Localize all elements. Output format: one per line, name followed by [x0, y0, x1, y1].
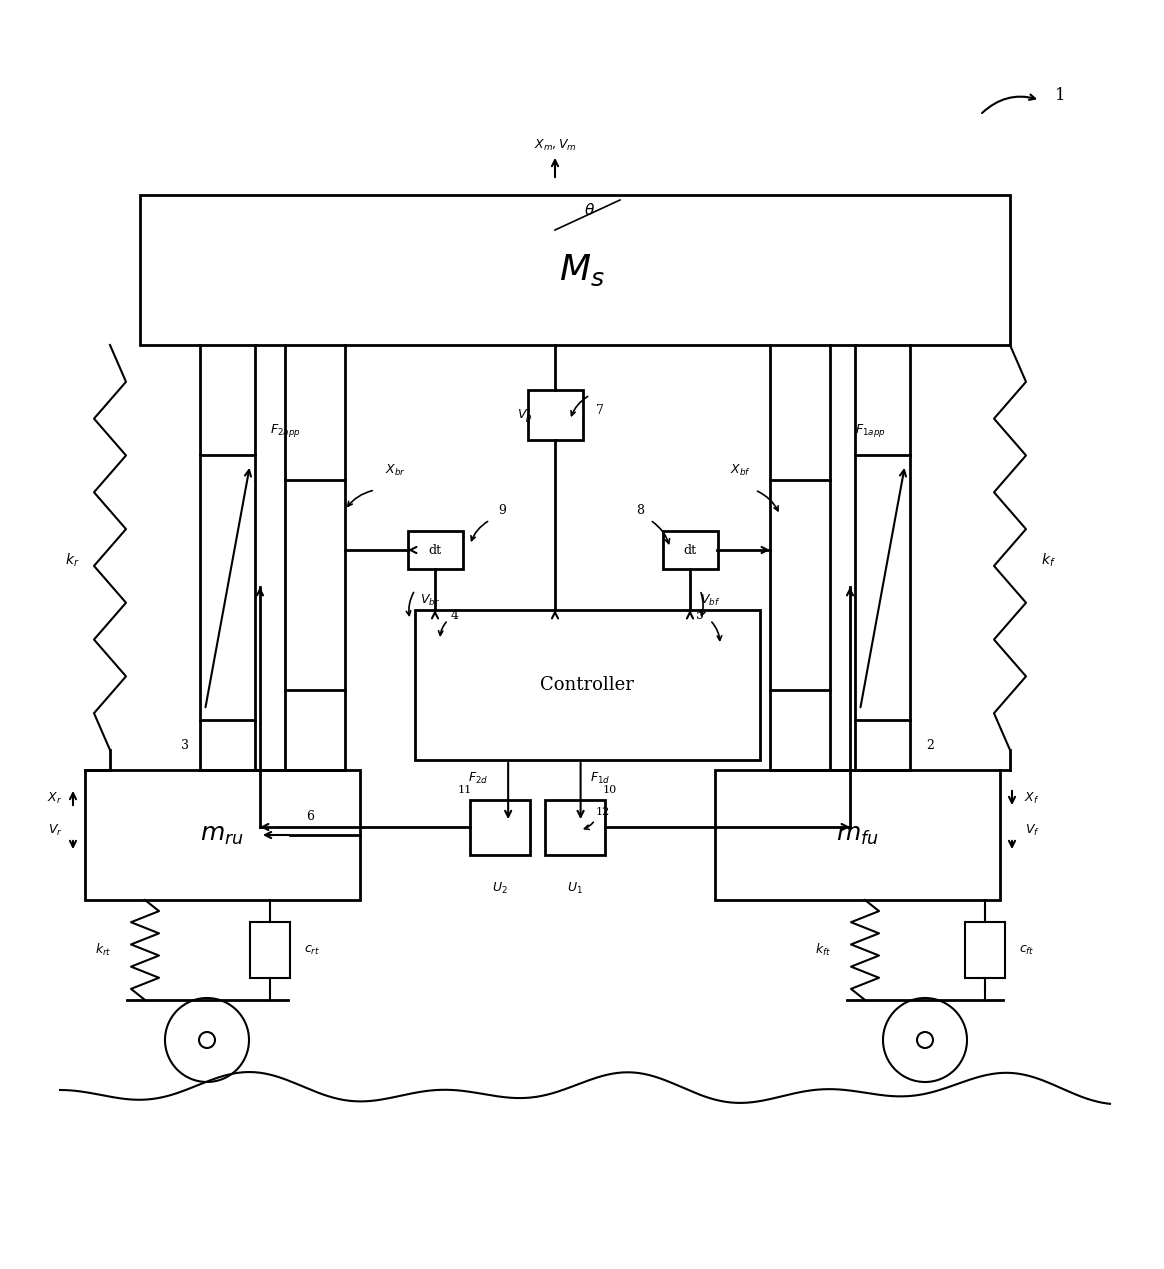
Text: $k_{ft}$: $k_{ft}$	[815, 942, 831, 958]
Text: $U_1$: $U_1$	[567, 881, 583, 896]
Text: $V_f$: $V_f$	[1024, 822, 1039, 838]
Text: 10: 10	[603, 786, 617, 794]
Text: $k_{rt}$: $k_{rt}$	[94, 942, 112, 958]
Text: 9: 9	[498, 504, 506, 516]
Text: $F_{1d}$: $F_{1d}$	[590, 770, 610, 786]
Text: $X_{bf}$: $X_{bf}$	[730, 462, 751, 477]
Text: $X_{br}$: $X_{br}$	[384, 462, 405, 477]
Bar	[140, 195, 1010, 345]
Text: $V_{bf}$: $V_{bf}$	[700, 593, 721, 608]
Text: $m_{fu}$: $m_{fu}$	[836, 824, 879, 846]
Text: $U_2$: $U_2$	[492, 881, 508, 896]
Bar	[285, 480, 345, 690]
Text: dt: dt	[683, 543, 696, 557]
Text: 3: 3	[180, 739, 189, 751]
Bar	[856, 456, 910, 720]
Text: 1: 1	[1055, 86, 1065, 104]
Text: $k_f$: $k_f$	[1041, 551, 1056, 569]
Bar	[250, 923, 290, 978]
Text: $V_r$: $V_r$	[48, 822, 63, 838]
Bar	[965, 923, 1005, 978]
Text: $\theta$: $\theta$	[584, 202, 596, 218]
Text: $F_{2app}$: $F_{2app}$	[270, 421, 300, 439]
Text: $c_{rt}$: $c_{rt}$	[304, 943, 320, 957]
Bar	[771, 480, 830, 690]
Text: 12: 12	[596, 807, 610, 817]
Text: dt: dt	[428, 543, 441, 557]
Bar	[85, 770, 360, 900]
Text: $c_{ft}$: $c_{ft}$	[1020, 943, 1035, 957]
Bar	[409, 530, 463, 569]
Text: $X_m, V_m$: $X_m, V_m$	[533, 137, 576, 152]
Text: 6: 6	[306, 811, 314, 824]
Text: $k_r$: $k_r$	[65, 551, 79, 569]
Bar	[715, 770, 1000, 900]
Text: $V_{br}$: $V_{br}$	[420, 593, 440, 608]
Text: $V_p$: $V_p$	[517, 406, 533, 424]
Text: $F_{1app}$: $F_{1app}$	[854, 421, 886, 439]
Text: $F_{2d}$: $F_{2d}$	[468, 770, 488, 786]
Text: $M_s$: $M_s$	[559, 253, 605, 288]
Bar	[545, 799, 605, 855]
Text: 2: 2	[927, 739, 934, 751]
Text: $X_r$: $X_r$	[48, 791, 63, 806]
Text: $m_{ru}$: $m_{ru}$	[200, 824, 244, 846]
Text: 5: 5	[696, 609, 704, 622]
Bar	[470, 799, 530, 855]
Text: 11: 11	[457, 786, 473, 794]
Bar	[200, 456, 255, 720]
Bar	[528, 390, 583, 440]
Text: 7: 7	[596, 404, 604, 416]
Text: 8: 8	[636, 504, 644, 516]
Bar	[663, 530, 718, 569]
Text: Controller: Controller	[540, 676, 634, 694]
Text: 4: 4	[450, 609, 459, 622]
Bar	[416, 610, 760, 760]
Text: $X_f$: $X_f$	[1024, 791, 1039, 806]
